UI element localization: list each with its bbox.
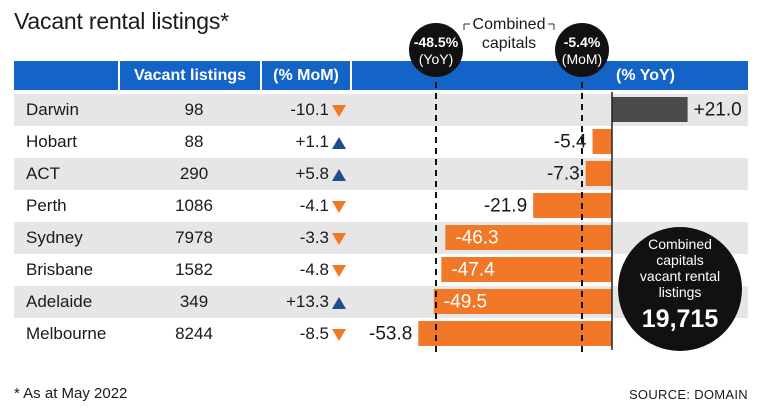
mom-cell: +5.8 — [264, 158, 348, 190]
mom-value: -8.5 — [299, 324, 329, 343]
bar-brisbane — [441, 257, 612, 282]
up-arrow-icon — [332, 296, 346, 309]
city-name: Adelaide — [26, 292, 93, 311]
page-title: Vacant rental listings* — [14, 8, 229, 34]
up-arrow-icon — [332, 168, 346, 181]
bar-value-label: -7.3 — [547, 164, 580, 185]
yoy-callout-badge — [409, 23, 463, 77]
mom-cell: +1.1 — [264, 126, 348, 158]
down-arrow-icon — [332, 264, 346, 277]
city-name: Perth — [26, 196, 67, 215]
combined-listings-label: capitals — [656, 252, 703, 268]
mom-value: +5.8 — [295, 164, 329, 183]
up-arrow-icon — [332, 136, 346, 149]
mom-value: -4.8 — [299, 260, 329, 279]
bar-value-label: -5.4 — [554, 132, 587, 153]
mom-value: +13.3 — [285, 292, 329, 311]
mom-cell: -10.1 — [264, 94, 348, 126]
mom-value: -3.3 — [299, 228, 329, 247]
header-yoy: (% YoY) — [610, 61, 748, 90]
yoy-callout-value: -48.5% — [414, 34, 459, 50]
combined-listings-label: Combined — [648, 236, 712, 252]
vacant-listings-value: 88 — [184, 132, 204, 151]
city-name: Brisbane — [26, 260, 94, 279]
bar-perth — [533, 193, 612, 218]
mom-cell: +13.3 — [264, 286, 348, 318]
city-name: Melbourne — [26, 324, 107, 343]
mom-callout-unit: (MoM) — [562, 51, 602, 67]
down-arrow-icon — [332, 328, 346, 341]
mom-cell: -4.1 — [264, 190, 348, 222]
city-name: Sydney — [26, 228, 83, 247]
vacant-listings-value: 1582 — [175, 260, 213, 279]
city-name: Hobart — [26, 132, 78, 151]
bar-value-label: -53.8 — [369, 324, 412, 345]
bar-darwin — [612, 97, 688, 122]
table-row: Hobart 88 +1.1 — [14, 126, 748, 158]
vacant-listings-value: 7978 — [175, 228, 213, 247]
vacant-listings-value: 349 — [179, 292, 209, 311]
bar-value-label: -49.5 — [444, 292, 487, 313]
bar-value-label: -46.3 — [455, 228, 498, 249]
city-name: Darwin — [26, 100, 79, 119]
table-row: Perth 1086 -4.1 — [14, 190, 748, 222]
mom-callout-badge — [555, 23, 609, 77]
combined-listings-value: 19,715 — [642, 305, 719, 333]
footnote: * As at May 2022 — [14, 385, 128, 402]
source-credit: SOURCE: DOMAIN — [628, 387, 748, 402]
header-blank — [14, 61, 118, 90]
bar-act — [585, 161, 612, 186]
mom-cell: -4.8 — [264, 254, 348, 286]
bar-sydney — [445, 225, 612, 250]
combined-listings-badge — [618, 227, 742, 351]
mom-value: +1.1 — [295, 132, 329, 151]
combined-listings-label: listings — [659, 284, 702, 300]
combined-capitals-label: Combined — [473, 16, 546, 33]
city-name: ACT — [26, 164, 60, 183]
mom-cell: -8.5 — [264, 318, 348, 350]
table-row: ACT 290 +5.8 — [14, 158, 748, 190]
down-arrow-icon — [332, 232, 346, 245]
bar-value-label: -21.9 — [484, 196, 527, 217]
table-row: Melbourne 8244 -8.5 — [14, 318, 748, 350]
vacant-listings-value: 290 — [179, 164, 209, 183]
vacant-listings-value: 8244 — [175, 324, 213, 343]
mom-value: -10.1 — [290, 100, 329, 119]
header-vacant-listings: Vacant listings — [120, 61, 260, 90]
table-row: Sydney 7978 -3.3 — [14, 222, 748, 254]
vacant-listings-value: 1086 — [175, 196, 213, 215]
bar-melbourne — [418, 321, 612, 346]
mom-value: -4.1 — [299, 196, 329, 215]
down-arrow-icon — [332, 104, 346, 117]
bar-value-label: -47.4 — [451, 260, 495, 281]
combined-listings-label: vacant rental — [640, 268, 720, 284]
header-mom: (% MoM) — [262, 61, 350, 90]
mom-cell: -3.3 — [264, 222, 348, 254]
down-arrow-icon — [332, 200, 346, 213]
yoy-callout-unit: (YoY) — [419, 51, 454, 67]
mom-callout-value: -5.4% — [564, 34, 601, 50]
bar-hobart — [592, 129, 612, 154]
vacant-listings-value: 98 — [184, 100, 204, 119]
bar-value-label: +21.0 — [694, 100, 742, 121]
combined-capitals-label: capitals — [482, 35, 536, 52]
